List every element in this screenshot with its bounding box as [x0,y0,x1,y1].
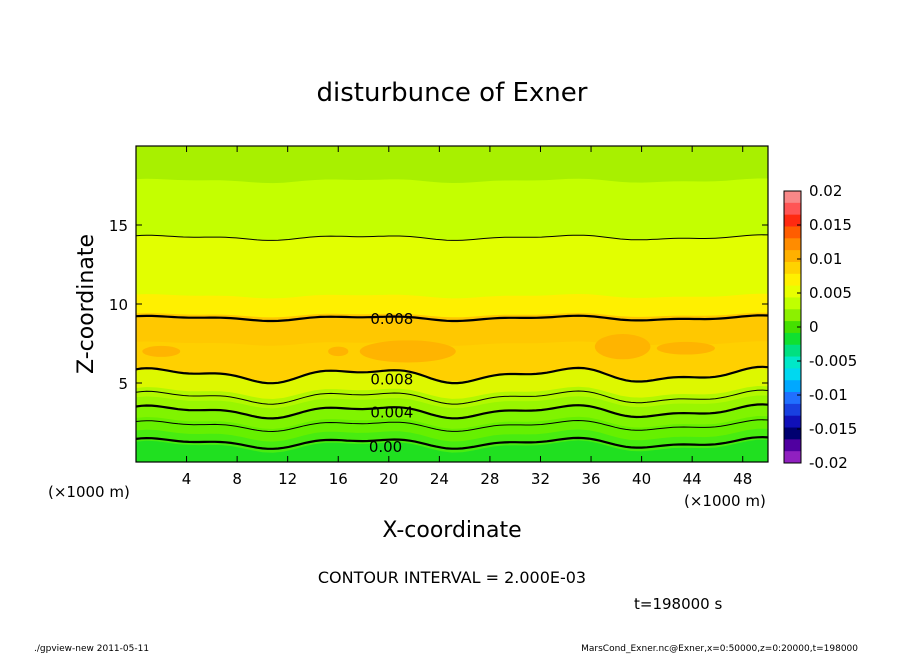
blob-0 [142,345,181,357]
colorbar-segment-0 [784,191,801,204]
contour-line-0 [136,435,768,450]
x-tick-label-7: 32 [531,470,550,488]
x-tick-label-6: 28 [480,470,499,488]
colorbar-segment-15 [784,368,801,381]
colorbar [783,190,802,464]
colorbar-tick-label-6: -0.01 [809,386,848,404]
x-tick-label-8: 36 [581,470,600,488]
x-axis-label: X-coordinate [382,518,521,543]
contour-lines [136,234,768,450]
x-tick-label-4: 20 [379,470,398,488]
y-ticks: 5 10 15 [109,217,768,393]
blob-3 [594,334,651,360]
colorbar-tick-label-1: 0.015 [809,216,852,234]
band-0 [136,439,768,462]
contour-interval: CONTOUR INTERVAL = 2.000E-03 [318,568,586,587]
x-tick-label-11: 48 [733,470,752,488]
contour-label-0: 0.008 [370,310,413,328]
x-tick-label-10: 44 [683,470,702,488]
time-label: t=198000 s [634,595,722,613]
contour-label-3: 0.00 [369,438,402,456]
colorbar-segment-1 [784,202,801,216]
chart-title: disturbunce of Exner [317,78,588,108]
colorbar-segment-18 [784,403,801,417]
colorbar-tick-label-4: 0 [809,318,819,336]
contour-label-2: 0.004 [370,403,413,421]
y-tick-label-2: 15 [109,217,128,235]
colorbar-segment-10 [784,309,801,322]
contour-labels: 0.008 0.008 0.004 0.00 [369,310,413,456]
colorbar-segment-19 [784,415,801,429]
colorbar-segment-13 [784,344,801,358]
colorbar-segment-21 [784,439,801,452]
contour-line-6 [136,234,768,241]
colorbar-segment-11 [784,321,801,334]
colorbar-segment-5 [784,250,801,263]
y-tick-label-0: 5 [118,375,128,393]
footer-left-note: ./gpview-new 2011-05-11 [34,644,149,654]
x-ticks: 4 8 12 16 20 24 28 32 36 40 44 48 [182,146,752,488]
contour-line-4 [136,365,768,385]
color-bands [136,146,768,462]
blob-4 [656,341,715,355]
blob-1 [328,346,349,357]
contour-line-5 [136,314,768,323]
x-tick-label-5: 24 [430,470,449,488]
colorbar-segment-17 [784,392,801,405]
x-unit-label-left: (×1000 m) [48,483,130,501]
colorbar-segment-14 [784,356,801,369]
colorbar-segment-7 [784,273,801,287]
colorbar-segment-9 [784,297,801,310]
colorbar-segment-3 [784,226,801,239]
y-axis-label: Z-coordinate [74,234,99,374]
contour-line-2 [136,403,768,420]
colorbar-segment-2 [784,214,801,227]
colorbar-segment-20 [784,427,801,440]
x-tick-label-0: 4 [182,470,192,488]
colorbar-segment-16 [784,380,801,393]
x-tick-label-1: 8 [232,470,242,488]
y-tick-label-1: 10 [109,296,128,314]
colorbar-tick-label-7: -0.015 [809,420,857,438]
colorbar-tick-label-8: -0.02 [809,454,848,472]
x-tick-label-3: 16 [329,470,348,488]
colorbar-segment-6 [784,261,801,275]
colorbar-segment-22 [784,451,801,464]
blob-2 [359,340,456,363]
colorbar-segment-8 [784,285,801,298]
footer-right-note: MarsCond_Exner.nc@Exner,x=0:50000,z=0:20… [581,644,858,654]
colorbar-tick-label-3: 0.005 [809,284,852,302]
contour-line-3 [136,389,768,405]
colorbar-segment-12 [784,332,801,346]
x-tick-label-9: 40 [632,470,651,488]
colorbar-ticks: 0.02 0.015 0.01 0.005 0 -0.005 -0.01 -0.015 -0.0… [797,182,857,472]
contour-label-1: 0.008 [370,370,413,388]
colorbar-tick-label-0: 0.02 [809,182,842,200]
x-unit-label-right: (×1000 m) [684,492,766,510]
contour-line-1 [136,419,768,433]
colorbar-tick-label-5: -0.005 [809,352,857,370]
colorbar-tick-label-2: 0.01 [809,250,842,268]
blob-regions [142,334,715,363]
colorbar-segment-4 [784,238,801,251]
x-tick-label-2: 12 [278,470,297,488]
